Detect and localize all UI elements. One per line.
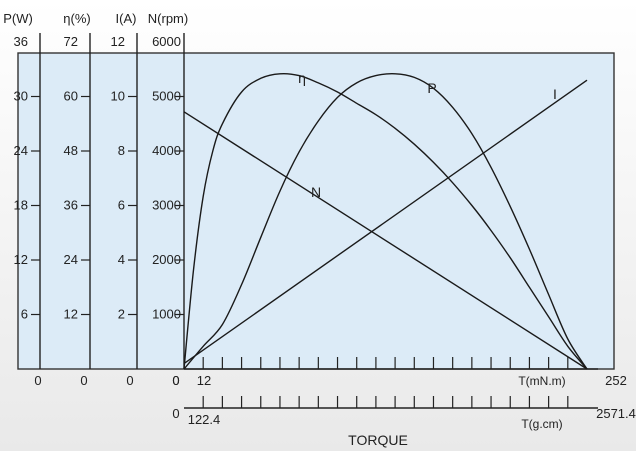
y-tick-label: 0: [34, 373, 41, 388]
y-tick-label: 0: [126, 373, 133, 388]
y-axis-title: P(W): [3, 11, 33, 26]
x-axis-unit: T(mN.m): [518, 374, 565, 388]
x-tick-label: 2571.4: [596, 406, 636, 421]
x-tick-label: 122.4: [188, 412, 221, 427]
y-axis-title: I(A): [116, 11, 137, 26]
x-tick-label: 252: [605, 373, 627, 388]
y-tick-label: 6: [21, 307, 28, 322]
x-tick-label: 12: [197, 373, 211, 388]
x-tick-label: 0: [172, 373, 179, 388]
curves: Pη I N: [183, 70, 588, 370]
y-tick-label: 12: [64, 307, 78, 322]
series-label: I: [553, 86, 557, 102]
x-axis-title: TORQUE: [348, 432, 408, 448]
x-axes: 0 12 252 T(mN.m) 0 122.4 2571.4 T(g.cm): [172, 357, 636, 431]
y-tick-label: 6000: [152, 34, 181, 49]
series-line-n: [183, 111, 588, 370]
series-label: N: [311, 184, 321, 200]
y-tick-label: 36: [14, 34, 28, 49]
y-tick-label: 12: [14, 252, 28, 267]
y-tick-label: 10: [111, 89, 125, 104]
y-tick-label: 18: [14, 198, 28, 213]
y-tick-label: 24: [14, 143, 28, 158]
series-line-p: [183, 73, 588, 370]
series-label: P: [427, 80, 436, 96]
y-tick-label: 24: [64, 252, 78, 267]
y-tick-label: 72: [64, 34, 78, 49]
y-tick-label: 12: [111, 34, 125, 49]
y-tick-label: 3000: [152, 198, 181, 213]
plot-background: [17, 52, 615, 370]
y-axis-title: N(rpm): [148, 11, 188, 26]
y-tick-label: 8: [118, 143, 125, 158]
y-tick-label: 60: [64, 89, 78, 104]
y-tick-label: 36: [64, 198, 78, 213]
y-tick-label: 48: [64, 143, 78, 158]
y-tick-label: 0: [80, 373, 87, 388]
series-label: η: [298, 70, 306, 86]
series-line-eta: [183, 72, 588, 370]
y-tick-label: 5000: [152, 89, 181, 104]
y-tick-label: 0: [172, 373, 179, 388]
series-line-i: [183, 79, 588, 365]
x-tick-label: 0: [172, 406, 179, 421]
y-tick-label: 2000: [152, 252, 181, 267]
x-axis-unit: T(g.cm): [521, 417, 562, 431]
y-tick-label: 4: [118, 252, 125, 267]
y-tick-label: 6: [118, 198, 125, 213]
y-axes: P(W)061218243036η(%)0122436486072I(A)024…: [3, 11, 188, 388]
y-tick-label: 4000: [152, 143, 181, 158]
y-axis-title: η(%): [63, 11, 90, 26]
y-tick-label: 2: [118, 307, 125, 322]
y-tick-label: 30: [14, 89, 28, 104]
y-tick-label: 1000: [152, 307, 181, 322]
